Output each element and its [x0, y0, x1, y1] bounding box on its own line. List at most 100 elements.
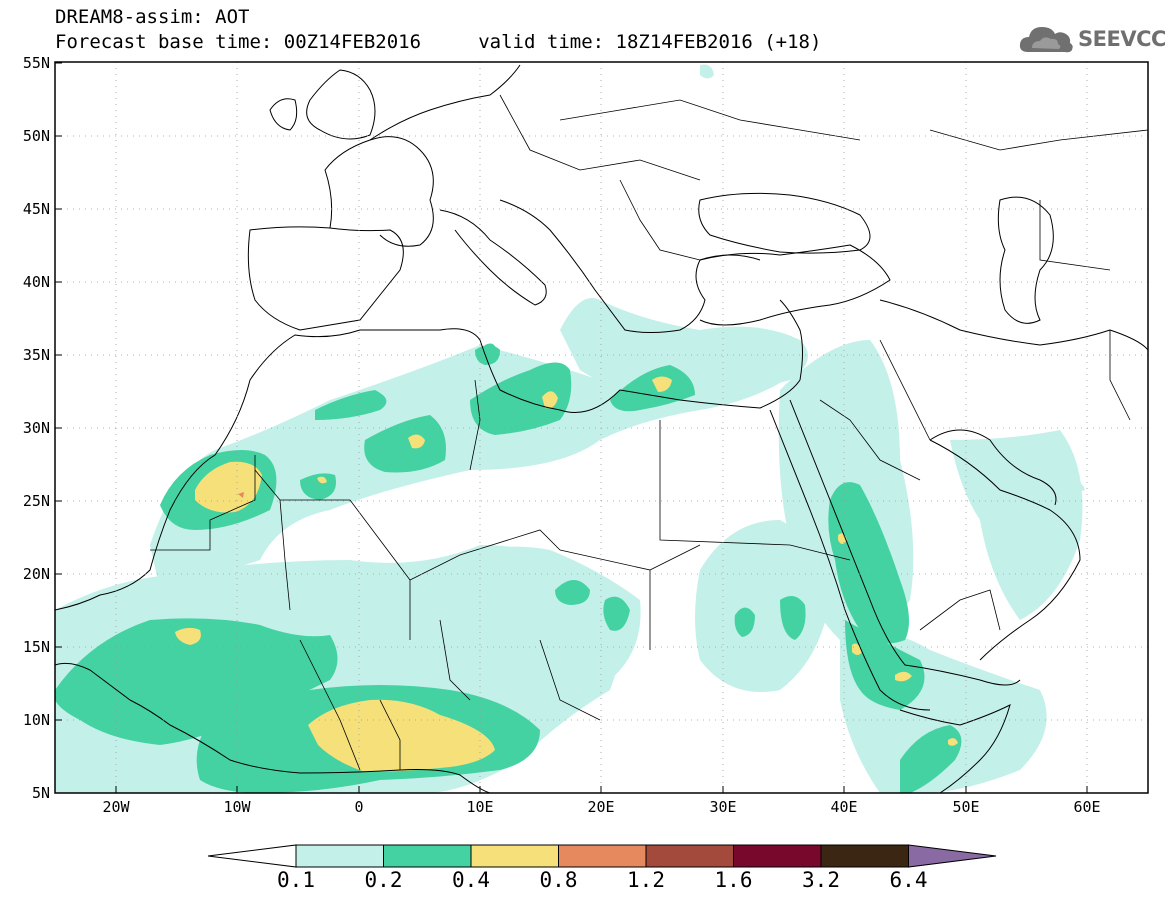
colorbar-label: 1.2	[627, 868, 665, 892]
colorbar-segment	[470, 844, 559, 868]
lon-label: 0	[354, 798, 363, 816]
colorbar-segment	[558, 844, 647, 868]
lat-label: 5N	[32, 784, 50, 802]
aot-mid-algeria-band	[315, 390, 387, 420]
aot-light-gulf-spot	[1060, 478, 1085, 493]
lat-label: 45N	[23, 200, 50, 218]
colorbar	[207, 844, 997, 868]
latitude-labels: 5N 10N 15N 20N 25N 30N 35N 40N 45N 50N 5…	[23, 54, 50, 802]
lon-label: 20E	[587, 798, 614, 816]
lat-label: 20N	[23, 565, 50, 583]
chart-title: DREAM8-assim: AOT	[55, 6, 250, 28]
coast-france	[324, 136, 434, 247]
lat-label: 15N	[23, 638, 50, 656]
aot-mid-tunisia-small	[485, 343, 497, 355]
colorbar-label: 1.6	[714, 868, 753, 892]
lon-label: 10E	[466, 798, 493, 816]
lon-label: 10W	[223, 798, 251, 816]
aot-field	[55, 64, 1085, 793]
aot-light-sudan	[695, 520, 830, 692]
coast-caspian	[997, 196, 1054, 324]
aot-high-nigeria	[308, 699, 495, 772]
lat-label: 30N	[23, 419, 50, 437]
aot-light-libya-south	[440, 546, 641, 680]
coast-iberia	[247, 226, 404, 331]
lon-label: 50E	[952, 798, 979, 816]
colorbar-segment	[295, 844, 384, 868]
aot-mid-algeria-center	[364, 415, 446, 473]
lon-label: 40E	[830, 798, 857, 816]
coast-iran	[879, 299, 1148, 351]
colorbar-segment	[645, 844, 734, 868]
aot-high-eritrea	[852, 643, 862, 655]
coast-persian-gulf	[929, 429, 1057, 506]
gridlines	[55, 62, 1148, 793]
colorbar-segment	[820, 844, 909, 868]
lat-label: 55N	[23, 54, 50, 72]
coast-west-africa	[55, 662, 491, 793]
colorbar-label: 0.8	[539, 868, 578, 892]
aot-high-somalia	[948, 738, 958, 746]
aot-peak-morocco	[238, 492, 244, 498]
colorbar-segment	[733, 844, 822, 868]
aot-light-mediterranean	[560, 298, 808, 400]
coast-red-sea-west	[769, 409, 931, 711]
coast-italy	[439, 209, 547, 306]
chart-subtitle: Forecast base time: 00Z14FEB2016 valid t…	[55, 31, 822, 53]
colorbar-segment	[383, 844, 472, 868]
aot-high-algeria	[408, 434, 425, 449]
aot-light-arabia-east	[950, 430, 1083, 620]
coastlines	[55, 64, 1148, 793]
lon-label: 20W	[102, 798, 130, 816]
logo-text: SEEVCCC	[1078, 27, 1165, 51]
colorbar-label: 0.2	[364, 868, 403, 892]
lat-label: 40N	[23, 273, 50, 291]
lat-label: 35N	[23, 346, 50, 364]
aot-high-algeria-small	[317, 476, 327, 484]
colorbar-label: 0.1	[277, 868, 315, 892]
lon-label: 30E	[709, 798, 736, 816]
lat-label: 50N	[23, 127, 50, 145]
country-borders	[150, 94, 1148, 771]
coast-uk	[306, 69, 376, 140]
lon-label: 60E	[1073, 798, 1100, 816]
aot-mid-libya	[610, 365, 695, 412]
aot-mid-chad-spot	[555, 580, 590, 605]
aot-high-yemen	[895, 671, 912, 682]
coast-ireland	[269, 98, 298, 131]
colorbar-label: 0.4	[452, 868, 490, 892]
colorbar-upper-arrow	[908, 844, 997, 868]
coast-red-sea-east	[789, 399, 1021, 686]
coast-nw-africa	[55, 328, 801, 611]
aot-high-libya-gulf	[542, 391, 558, 409]
lat-label: 25N	[23, 492, 50, 510]
colorbar-label: 6.4	[889, 868, 928, 892]
coast-balkans	[499, 199, 761, 333]
aot-high-morocco	[195, 461, 262, 513]
colorbar-lower-arrow	[207, 844, 297, 868]
aot-mid-yemen	[845, 620, 925, 710]
coast-black-sea	[698, 192, 871, 254]
lat-label: 10N	[23, 711, 50, 729]
coast-levant	[779, 299, 803, 381]
cloud-icon	[1019, 27, 1073, 53]
coast-europe-north	[369, 64, 521, 141]
coast-turkey	[699, 244, 891, 326]
aot-mid-chad-spot2	[603, 596, 630, 631]
aot-mid-somalia	[900, 725, 962, 793]
aot-mid-redsea	[828, 482, 909, 644]
colorbar-label: 3.2	[802, 868, 840, 892]
aot-high-mali	[175, 627, 201, 645]
seevccc-logo: SEEVCCC	[1018, 22, 1165, 56]
coast-horn	[899, 704, 1011, 793]
aot-high-libya-east	[652, 376, 672, 392]
aot-light-north-spot	[700, 64, 714, 79]
coast-arabia-east	[929, 439, 1081, 661]
tick-marks	[55, 62, 1088, 794]
aot-mid-algeria-small	[300, 473, 336, 500]
aot-mid-sahel	[55, 618, 338, 745]
longitude-labels: 20W 10W 0 10E 20E 30E 40E 50E 60E	[102, 798, 1100, 816]
aot-mid-sudan-spot2	[780, 596, 806, 640]
aot-mid-sudan-spot	[734, 607, 755, 637]
